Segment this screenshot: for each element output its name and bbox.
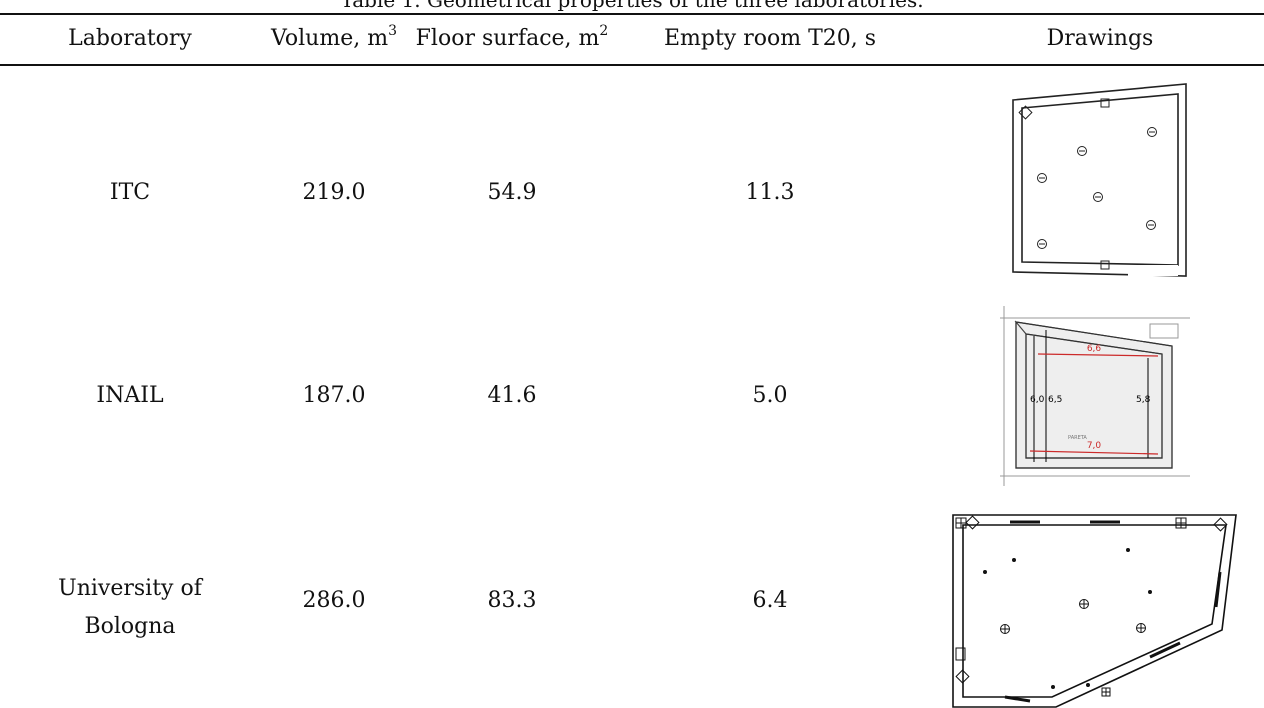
bologna-floor-plan — [952, 514, 1237, 708]
cell-t20: 6.4 — [752, 588, 788, 613]
floor-label: PARETA — [1068, 435, 1087, 441]
cell-volume: 286.0 — [302, 588, 366, 613]
cell-t20: 11.3 — [745, 180, 795, 205]
cell-t20: 5.0 — [752, 383, 788, 408]
dim-bottom-label: 7,0 — [1087, 441, 1102, 451]
header-drawings: Drawings — [1046, 26, 1154, 51]
cell-laboratory: INAIL — [96, 383, 164, 408]
cell-floor-surface: 83.3 — [487, 588, 537, 613]
cell-volume: 219.0 — [302, 180, 366, 205]
cell-floor-surface: 54.9 — [487, 180, 537, 205]
header-t20: Empty room T20, s — [663, 26, 877, 51]
lab-line-1: University of — [58, 576, 202, 601]
lab-line-2: Bologna — [84, 614, 176, 639]
header-rule — [0, 64, 1264, 66]
dim-left-b-label: 6,5 — [1048, 395, 1062, 405]
cell-laboratory: University of Bologna — [58, 570, 202, 646]
cell-floor-surface: 41.6 — [487, 383, 537, 408]
inail-floor-plan: 6,6 7,0 6,0 6,5 5,8 PARETA — [1000, 306, 1190, 486]
itc-floor-plan — [1012, 83, 1187, 277]
dim-top-label: 6,6 — [1087, 344, 1102, 354]
dim-right-label: 5,8 — [1136, 395, 1151, 405]
cell-volume: 187.0 — [302, 383, 366, 408]
header-volume: Volume, m3 — [271, 22, 397, 51]
dim-left-a-label: 6,0 — [1030, 395, 1045, 405]
header-laboratory: Laboratory — [68, 26, 192, 51]
cell-laboratory: ITC — [109, 180, 151, 205]
header-floor-surface: Floor surface, m2 — [415, 22, 609, 51]
table-caption: Table 1. Geometrical properties of the t… — [340, 0, 924, 12]
top-rule — [0, 13, 1264, 15]
